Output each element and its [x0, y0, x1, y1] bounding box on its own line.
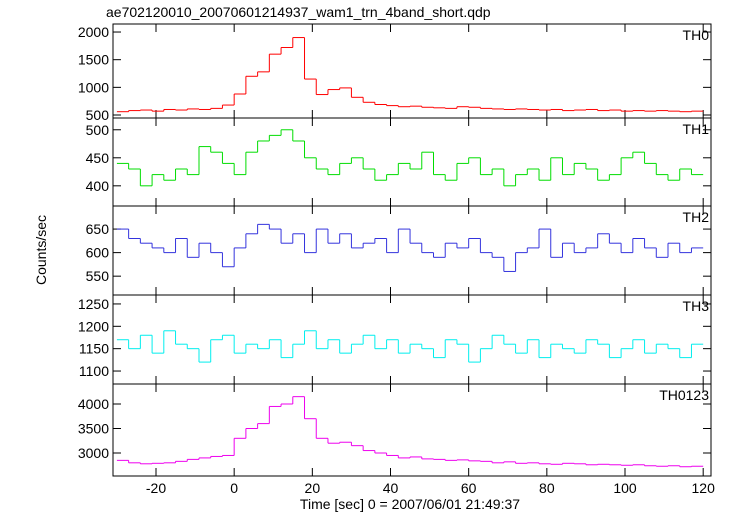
panel-frame: [112, 383, 712, 477]
x-tick-label: 40: [383, 480, 399, 496]
y-tick-label: 4000: [78, 396, 109, 412]
y-tick-label: 500: [86, 122, 110, 138]
panel-label: TH0123: [659, 387, 709, 403]
y-tick-label: 450: [86, 150, 110, 166]
y-tick-label: 3500: [78, 421, 109, 437]
panel-frame: [112, 294, 712, 385]
x-tick-label: 80: [539, 480, 555, 496]
panel-label: TH3: [683, 298, 710, 314]
y-tick-label: 1000: [78, 79, 109, 95]
x-axis-label: Time [sec] 0 = 2007/06/01 21:49:37: [300, 496, 520, 512]
panel-label: TH1: [683, 121, 710, 137]
y-tick-label: 1500: [78, 52, 109, 68]
y-tick-label: 600: [86, 245, 110, 261]
y-tick-label: 650: [86, 221, 110, 237]
x-tick-label: 20: [305, 480, 321, 496]
y-tick-label: 2000: [78, 24, 109, 40]
y-tick-label: 1150: [79, 341, 109, 357]
y-tick-label: 3000: [78, 445, 109, 461]
panel-label: TH2: [683, 209, 710, 225]
x-tick-label: 0: [230, 480, 238, 496]
x-tick-label: 100: [613, 480, 637, 496]
y-tick-label: 400: [86, 178, 110, 194]
x-tick-label: 120: [692, 480, 716, 496]
x-tick-label: 60: [461, 480, 477, 496]
y-tick-label: 1250: [78, 296, 109, 312]
y-axis-label: Counts/sec: [33, 215, 49, 285]
y-tick-label: 500: [86, 107, 110, 123]
panel-frame: [112, 23, 712, 119]
y-tick-label: 550: [86, 268, 110, 284]
y-tick-label: 1100: [79, 363, 109, 379]
x-tick-label: -20: [146, 480, 166, 496]
panel-label: TH0: [683, 27, 710, 43]
y-tick-label: 1200: [78, 318, 109, 334]
chart-title: ae702120010_20070601214937_wam1_trn_4ban…: [106, 4, 491, 20]
